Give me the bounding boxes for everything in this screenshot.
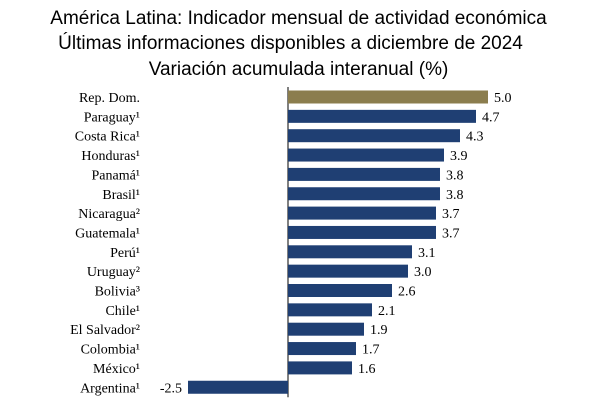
category-label: El Salvador² [70,323,140,338]
data-label: 3.8 [446,188,464,203]
data-label: 3.9 [450,149,468,164]
category-label: Uruguay² [87,265,140,280]
bar [288,245,412,259]
category-label: Guatemala¹ [75,226,140,241]
bar [288,225,436,239]
data-label: 4.7 [482,110,500,125]
category-label: Colombia¹ [81,343,140,358]
data-label: 1.7 [362,343,380,358]
bar [288,187,440,201]
bar [288,206,436,220]
data-label: -2.5 [160,381,182,396]
category-label: Rep. Dom. [79,91,140,106]
bar [288,322,364,336]
data-label: 5.0 [494,91,512,106]
data-label: 2.6 [398,285,416,300]
bar [188,380,288,394]
bar [288,167,440,181]
data-label: 3.1 [418,246,436,261]
bar [288,129,460,143]
category-label: Brasil¹ [102,188,140,203]
data-label: 3.7 [442,207,460,222]
bar [288,148,444,162]
data-label: 3.8 [446,168,464,183]
category-label: Bolivia³ [95,285,140,300]
bar [288,90,488,104]
category-label: Honduras¹ [81,149,140,164]
category-label: Chile¹ [105,304,140,319]
data-label: 3.7 [442,226,460,241]
bar [288,264,408,278]
category-label: Panamá¹ [91,168,140,183]
bar [288,342,356,356]
chart-subtitle-units: Variación acumulada interanual (%) [148,59,449,80]
data-label: 1.9 [370,323,388,338]
category-label: Costa Rica¹ [75,130,140,145]
category-label: Argentina¹ [80,381,140,396]
chart-title: América Latina: Indicador mensual de act… [50,8,547,29]
chart-subtitle: Últimas informaciones disponibles a dici… [58,33,523,54]
bar [288,303,372,317]
category-label: Paraguay¹ [84,110,140,125]
data-label: 3.0 [414,265,432,280]
data-label: 1.6 [358,362,376,377]
bar [288,284,392,297]
bar [288,361,352,375]
category-label: Perú¹ [110,246,140,261]
category-label: Nicaragua² [78,207,140,222]
category-label: México¹ [93,362,140,377]
data-label: 4.3 [466,130,484,145]
data-label: 2.1 [378,304,396,319]
bar [288,109,476,123]
